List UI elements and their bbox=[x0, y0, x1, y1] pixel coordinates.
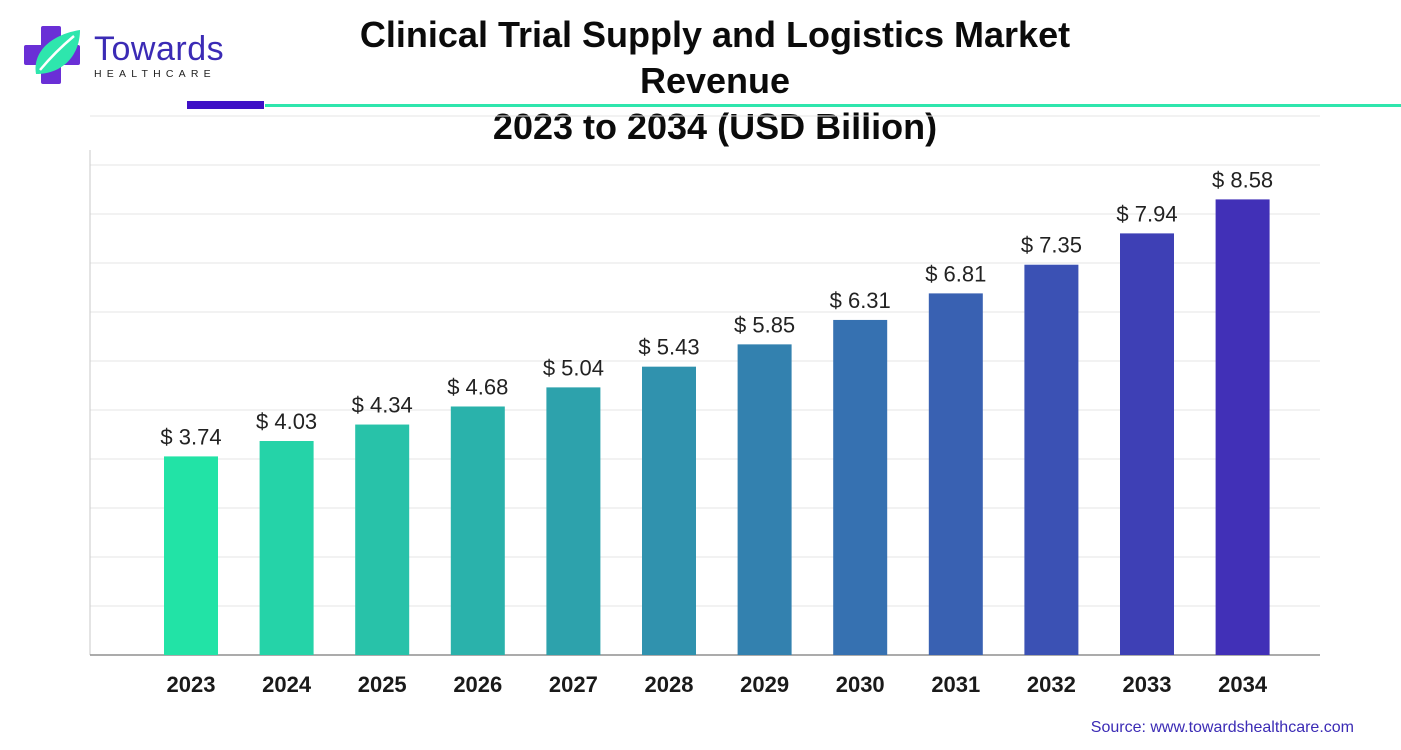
brand-logo: Towards HEALTHCARE bbox=[24, 24, 244, 86]
source-note: Source: www.towardshealthcare.com bbox=[1090, 719, 1354, 736]
x-tick-label-2030: 2030 bbox=[836, 672, 885, 697]
chart-title-line-1: Clinical Trial Supply and Logistics Mark… bbox=[359, 14, 1071, 101]
value-label-2030: $ 6.31 bbox=[830, 288, 891, 313]
x-tick-label-2026: 2026 bbox=[453, 672, 502, 697]
brand-name: Towards bbox=[94, 30, 225, 68]
value-label-2034: $ 8.58 bbox=[1212, 167, 1273, 192]
x-tick-label-2032: 2032 bbox=[1027, 672, 1076, 697]
chart-title: Clinical Trial Supply and Logistics Mark… bbox=[300, 12, 1130, 150]
x-tick-label-2028: 2028 bbox=[645, 672, 694, 697]
brand-tagline: HEALTHCARE bbox=[94, 68, 216, 80]
bars bbox=[164, 199, 1270, 656]
value-label-2028: $ 5.43 bbox=[638, 335, 699, 360]
value-label-2026: $ 4.68 bbox=[447, 374, 508, 399]
bar-2034 bbox=[1215, 199, 1270, 656]
value-label-2023: $ 3.74 bbox=[160, 424, 221, 449]
bar-2030 bbox=[833, 319, 888, 655]
x-tick-label-2029: 2029 bbox=[740, 672, 789, 697]
value-label-2033: $ 7.94 bbox=[1116, 201, 1177, 226]
header-rule bbox=[265, 104, 1401, 107]
bar-2031 bbox=[928, 293, 983, 655]
bar-2023 bbox=[164, 456, 218, 655]
value-label-2032: $ 7.35 bbox=[1021, 233, 1082, 258]
bar-2026 bbox=[450, 406, 505, 655]
x-tick-label-2025: 2025 bbox=[358, 672, 407, 697]
x-tick-label-2027: 2027 bbox=[549, 672, 598, 697]
value-label-2024: $ 4.03 bbox=[256, 409, 317, 434]
x-tick-label-2034: 2034 bbox=[1218, 672, 1268, 697]
chart-title-line-2: 2023 to 2034 (USD Billion) bbox=[492, 106, 938, 147]
x-tick-label-2031: 2031 bbox=[931, 672, 980, 697]
value-label-2029: $ 5.85 bbox=[734, 312, 795, 337]
value-label-2027: $ 5.04 bbox=[543, 355, 604, 380]
x-tick-label-2023: 2023 bbox=[167, 672, 216, 697]
header-rule-accent bbox=[187, 101, 264, 109]
bar-2033 bbox=[1120, 233, 1174, 656]
x-tick-label-2024: 2024 bbox=[262, 672, 312, 697]
health-cross-leaf-icon bbox=[24, 26, 80, 84]
bar-2029 bbox=[737, 344, 792, 655]
value-labels: $ 3.74 $ 4.03 $ 4.34 $ 4.68 $ 5.04 $ 5.43 $ 5.… bbox=[160, 167, 1273, 449]
value-label-2025: $ 4.34 bbox=[352, 393, 413, 418]
bar-2028 bbox=[642, 366, 696, 655]
bar-2027 bbox=[546, 387, 601, 655]
x-tick-labels: 2023 2024 2025 2026 2027 2028 2029 2030 2031 2032… bbox=[167, 672, 1268, 697]
bar-2032 bbox=[1024, 264, 1079, 655]
bar-2025 bbox=[355, 424, 410, 655]
bar-2024 bbox=[259, 441, 314, 655]
x-tick-label-2033: 2033 bbox=[1123, 672, 1172, 697]
value-label-2031: $ 6.81 bbox=[925, 261, 986, 286]
